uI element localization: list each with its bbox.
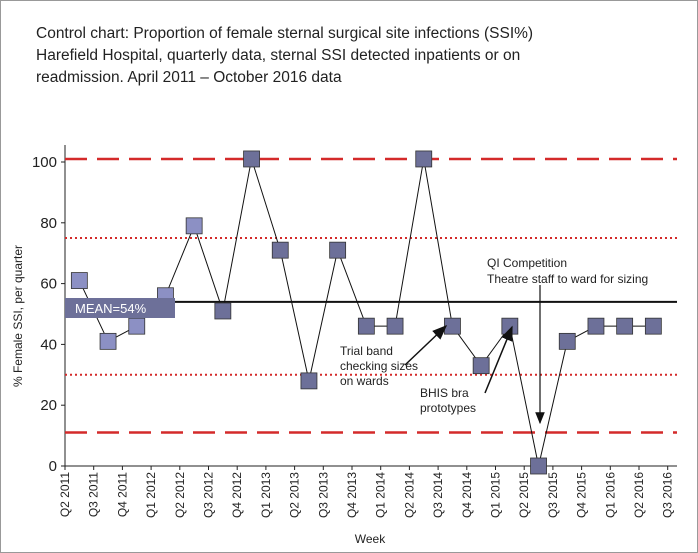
data-point — [243, 150, 260, 168]
data-point — [128, 317, 146, 335]
x-tick-label: Q2 2011 — [58, 472, 72, 517]
x-tick-label: Q3 2016 — [661, 472, 675, 518]
data-point — [271, 241, 289, 259]
chart-title: Harefield Hospital, quarterly data, ster… — [36, 47, 520, 64]
y-tick-label: 60 — [40, 276, 57, 293]
mean-label: MEAN=54% — [75, 301, 147, 316]
x-tick-label: Q2 2012 — [173, 472, 187, 518]
arrow — [484, 325, 513, 394]
x-tick-label: Q1 2016 — [603, 472, 617, 518]
data-point — [587, 317, 605, 335]
mean-label-box — [65, 298, 175, 318]
data-point — [644, 317, 662, 335]
x-tick-label: Q3 2013 — [316, 472, 330, 518]
data-point — [70, 272, 88, 289]
x-tick-label: Q3 2014 — [431, 472, 445, 518]
x-tick-label: Q3 2015 — [546, 472, 560, 518]
x-tick-label: Q4 2012 — [230, 472, 244, 518]
y-tick-label: 80 — [40, 215, 57, 232]
data-point — [444, 317, 461, 335]
data-point — [300, 372, 318, 390]
x-tick-label: Q2 2015 — [517, 472, 531, 518]
x-axis-label: Week — [355, 532, 386, 546]
x-tick-label: Q1 2013 — [259, 472, 273, 518]
annotation: Theatre staff to ward for sizing — [487, 272, 648, 286]
x-tick-label: Q3 2011 — [87, 472, 101, 517]
y-tick-label: 40 — [40, 336, 57, 353]
arrow — [404, 324, 448, 366]
y-tick-label: 20 — [40, 397, 57, 414]
data-point — [616, 317, 634, 335]
data-point — [357, 317, 375, 335]
x-tick-label: Q1 2014 — [374, 472, 388, 518]
x-tick-label: Q3 2012 — [202, 472, 216, 518]
data-point — [99, 332, 117, 350]
x-tick-label: Q1 2015 — [489, 472, 503, 518]
annotation: Trial band — [340, 344, 393, 358]
annotation: on wards — [340, 374, 389, 388]
y-tick-label: 100 — [32, 154, 57, 171]
data-point — [472, 357, 490, 375]
annotation: checking sizes — [340, 359, 418, 373]
annotation: prototypes — [420, 401, 476, 415]
x-tick-label: Q4 2013 — [345, 472, 359, 518]
data-point — [558, 332, 576, 350]
x-tick-label: Q2 2013 — [288, 472, 302, 518]
data-point — [214, 302, 232, 320]
y-axis-label: % Female SSI, per quarter — [11, 245, 25, 387]
x-tick-label: Q4 2011 — [115, 472, 129, 517]
x-tick-label: Q4 2015 — [575, 472, 589, 518]
x-tick-label: Q4 2014 — [460, 472, 474, 518]
chart-title: readmission. April 2011 – October 2016 d… — [36, 69, 342, 86]
data-point — [415, 150, 433, 168]
chart-title: Control chart: Proportion of female ster… — [36, 25, 533, 42]
y-tick-label: 0 — [49, 458, 57, 475]
x-tick-label: Q1 2012 — [144, 472, 158, 518]
x-tick-label: Q2 2016 — [632, 472, 646, 518]
annotation: QI Competition — [487, 256, 567, 270]
data-point — [530, 457, 547, 475]
annotation: BHIS bra — [420, 386, 469, 400]
x-tick-label: Q2 2014 — [402, 472, 416, 518]
data-point — [386, 317, 404, 335]
data-point — [329, 241, 347, 259]
data-point — [185, 217, 203, 235]
